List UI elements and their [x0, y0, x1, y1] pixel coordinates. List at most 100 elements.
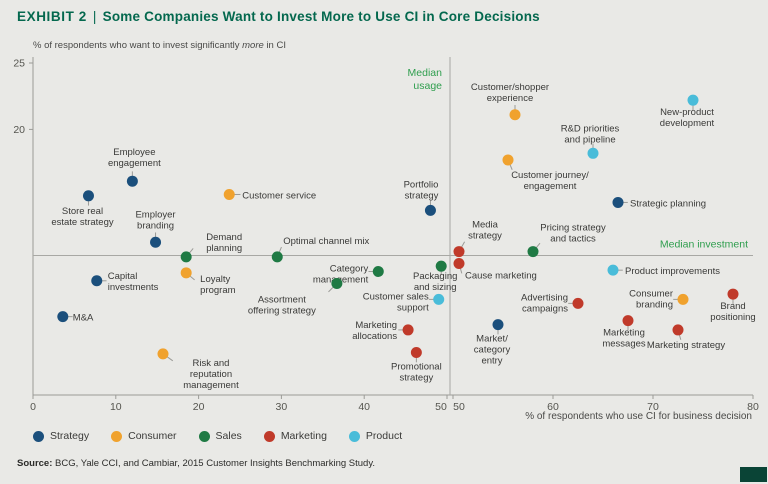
point-label-customer-shopper-experience: experience	[487, 93, 533, 104]
point-label-marketing-messages: messages	[602, 339, 646, 350]
point-label-packaging-and-sizing: and sizing	[414, 282, 457, 293]
x-tick-label: 80	[747, 401, 759, 413]
point-label-capital-investments: Capital	[108, 271, 138, 282]
point-label-customer-sales-support: Customer sales	[363, 291, 429, 302]
x-tick-label: 10	[110, 401, 122, 413]
point-label-assortment-offering-strategy: Assortment	[258, 294, 306, 305]
x-tick-label: 30	[276, 401, 288, 413]
legend-label: Strategy	[50, 430, 90, 442]
point-label-advertising-campaigns: campaigns	[522, 303, 568, 314]
point-customer-journey-engagement	[502, 154, 514, 166]
x-tick-label: 0	[30, 401, 36, 413]
source-line: Source: BCG, Yale CCI, and Cambiar, 2015…	[17, 458, 375, 469]
point-label-store-real-estate-strategy: estate strategy	[51, 217, 114, 228]
median-usage-label: usage	[413, 80, 442, 92]
point-label-category-management: Category	[330, 263, 369, 274]
point-label-store-real-estate-strategy: Store real	[62, 206, 103, 217]
point-label-promotional-strategy: Promotional	[391, 362, 442, 373]
point-label-media-strategy: strategy	[468, 231, 502, 242]
point-employer-branding	[150, 236, 162, 248]
y-tick-label: 20	[13, 124, 25, 136]
point-label-risk-and-reputation-management: reputation	[190, 369, 232, 380]
legend-item-product: Product	[348, 430, 402, 442]
point-marketing-strategy	[672, 324, 684, 336]
point-label-loyalty-program: Loyalty	[200, 274, 230, 285]
point-consumer-branding	[677, 293, 689, 305]
point-optimal-channel-mix	[271, 251, 283, 263]
point-customer-sales-support	[433, 293, 445, 305]
point-label-demand-planning: planning	[206, 243, 242, 254]
legend-label: Marketing	[280, 430, 327, 442]
point-label-marketing-allocations: allocations	[352, 331, 397, 342]
point-label-risk-and-reputation-management: Risk and	[193, 358, 230, 369]
point-label-packaging-and-sizing: Packaging	[413, 271, 457, 282]
chart-legend: Strategy Consumer Sales Marketing Product	[33, 430, 402, 442]
title-separator: |	[92, 9, 97, 24]
point-assortment-offering-strategy	[331, 277, 343, 289]
x-axis-title: % of respondents who use CI for business…	[525, 411, 752, 422]
point-packaging-and-sizing	[435, 260, 447, 272]
point-label-market-category-entry: category	[474, 345, 511, 356]
point-label-market-category-entry: Market/	[476, 334, 508, 345]
point-cause-marketing	[453, 258, 465, 270]
x-tick-label: 20	[193, 401, 205, 413]
point-label-brand-positioning: Brand	[720, 301, 745, 312]
point-customer-shopper-experience	[509, 109, 521, 121]
point-label-cause-marketing: Cause marketing	[465, 271, 537, 282]
point-label-optimal-channel-mix: Optimal channel mix	[283, 236, 369, 247]
legend-label: Consumer	[128, 430, 177, 442]
point-new-product-development	[687, 94, 699, 106]
point-label-market-category-entry: entry	[481, 356, 502, 367]
point-label-loyalty-program: program	[200, 285, 235, 296]
point-product-improvements	[607, 264, 619, 276]
point-marketing-allocations	[402, 324, 414, 336]
point-label-customer-journey-engagement: Customer journey/	[511, 170, 589, 181]
point-employee-engagement	[126, 175, 138, 187]
point-label-employer-branding: branding	[137, 220, 174, 231]
point-marketing-messages	[622, 315, 634, 327]
x-tick-label: 50	[435, 401, 447, 413]
point-strategic-planning	[612, 196, 624, 208]
point-label-pricing-strategy-and-tactics: Pricing strategy	[540, 223, 606, 234]
exhibit-number: EXHIBIT 2	[17, 9, 87, 24]
point-pricing-strategy-and-tactics	[527, 246, 539, 258]
point-label-customer-shopper-experience: Customer/shopper	[471, 82, 549, 93]
point-advertising-campaigns	[572, 297, 584, 309]
legend-label: Sales	[215, 430, 242, 442]
source-label: Source:	[17, 458, 53, 469]
y-axis-title: % of respondents who want to invest sign…	[33, 40, 286, 51]
point-label-customer-sales-support: support	[397, 302, 429, 313]
point-label-m-a: M&A	[73, 313, 94, 324]
x-tick-label: 60	[547, 401, 559, 413]
point-label-new-product-development: New-product	[660, 107, 714, 118]
point-label-consumer-branding: branding	[636, 299, 673, 310]
point-label-employee-engagement: Employee	[113, 147, 155, 158]
point-r-d-priorities-and-pipeline	[587, 147, 599, 159]
point-brand-positioning	[727, 288, 739, 300]
legend-dot-sales	[198, 430, 210, 442]
point-risk-and-reputation-management	[157, 348, 169, 360]
bcg-logo-block	[740, 467, 767, 482]
legend-dot-consumer	[111, 430, 123, 442]
legend-item-strategy: Strategy	[33, 430, 89, 442]
point-capital-investments	[91, 275, 103, 287]
point-label-r-d-priorities-and-pipeline: and pipeline	[564, 134, 615, 145]
point-label-portfolio-strategy: strategy	[405, 190, 439, 201]
point-m-a	[57, 311, 69, 323]
page-title: Some Companies Want to Invest More to Us…	[102, 9, 540, 24]
point-category-management	[372, 265, 384, 277]
point-label-employer-branding: Employer	[135, 209, 175, 220]
point-label-consumer-branding: Consumer	[629, 288, 673, 299]
source-text: BCG, Yale CCI, and Cambiar, 2015 Custome…	[52, 458, 375, 469]
point-customer-service	[223, 188, 235, 200]
y-tick-label: 25	[13, 58, 25, 70]
point-label-pricing-strategy-and-tactics: and tactics	[550, 234, 596, 245]
legend-dot-marketing	[263, 430, 275, 442]
legend-item-marketing: Marketing	[263, 430, 327, 442]
point-label-demand-planning: Demand	[206, 232, 242, 243]
point-label-advertising-campaigns: Advertising	[521, 292, 568, 303]
legend-item-sales: Sales	[198, 430, 242, 442]
point-label-customer-service: Customer service	[242, 190, 316, 201]
point-media-strategy	[453, 246, 465, 258]
